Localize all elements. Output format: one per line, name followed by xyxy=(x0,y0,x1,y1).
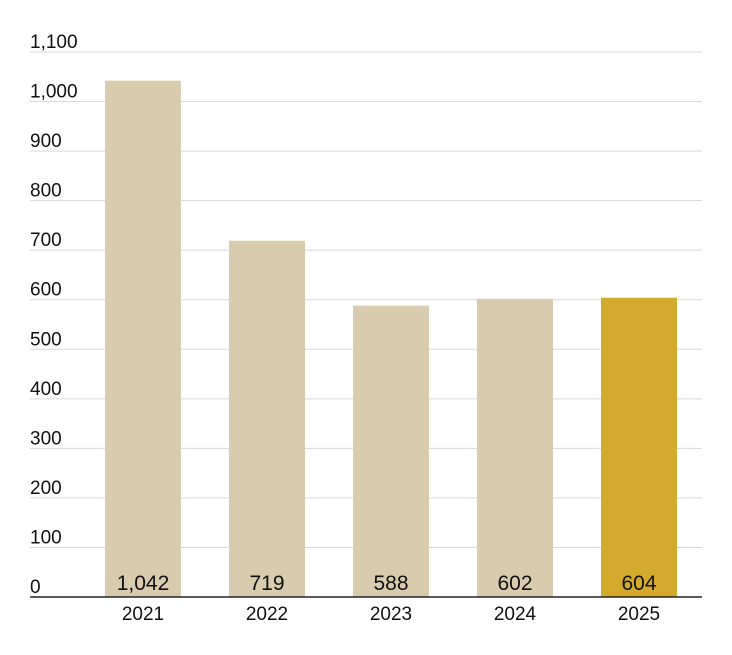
y-tick-label: 0 xyxy=(30,577,41,598)
x-tick-label-2023: 2023 xyxy=(370,604,412,625)
y-tick-label: 1,000 xyxy=(30,82,78,103)
data-labels: 1,042 719 588 602 604 xyxy=(117,572,657,595)
x-tick-label-2024: 2024 xyxy=(494,604,537,625)
data-label-2024: 602 xyxy=(497,572,532,595)
y-tick-label: 200 xyxy=(30,478,62,499)
y-tick-label: 700 xyxy=(30,230,62,251)
data-label-2021: 1,042 xyxy=(117,572,170,595)
y-tick-label: 600 xyxy=(30,280,62,301)
bar-2023 xyxy=(353,305,429,597)
y-tick-label: 100 xyxy=(30,527,62,548)
y-tick-label: 800 xyxy=(30,181,62,202)
x-tick-label-2021: 2021 xyxy=(122,604,164,625)
y-tick-label: 900 xyxy=(30,131,62,152)
bar-2024 xyxy=(477,298,553,597)
y-tick-label: 400 xyxy=(30,379,62,400)
data-label-2022: 719 xyxy=(249,572,284,595)
y-tick-label: 500 xyxy=(30,329,62,350)
bar-2021 xyxy=(105,80,181,597)
x-tick-label-2022: 2022 xyxy=(246,604,288,625)
bar-2022 xyxy=(229,240,305,597)
y-tick-label: 1,100 xyxy=(30,32,78,53)
x-axis-ticks: 2021 2022 2023 2024 2025 xyxy=(122,604,660,625)
bars xyxy=(105,80,677,597)
data-label-2025: 604 xyxy=(621,572,656,595)
y-axis-ticks: 0 100 200 300 400 500 600 700 800 900 1,000 1,100 xyxy=(30,32,78,598)
y-tick-label: 300 xyxy=(30,428,62,449)
x-tick-label-2025: 2025 xyxy=(618,604,660,625)
bar-2025 xyxy=(601,297,677,597)
data-label-2023: 588 xyxy=(373,572,408,595)
